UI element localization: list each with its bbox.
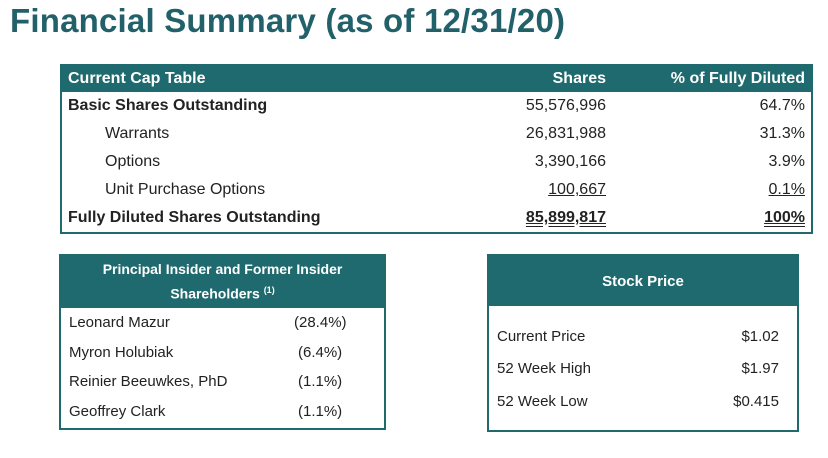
list-item: 52 Week High $1.97 xyxy=(489,353,797,386)
table-row-total: Fully Diluted Shares Outstanding 85,899,… xyxy=(62,204,811,232)
price-label: 52 Week Low xyxy=(497,392,588,410)
row-pct: 64.7% xyxy=(759,97,805,114)
insider-header-text: Principal Insider and Former Insider Sha… xyxy=(102,261,343,302)
insider-pct: (1.1%) xyxy=(298,373,343,391)
row-label: Warrants xyxy=(105,125,170,142)
table-row: Warrants 26,831,988 31.3% xyxy=(62,120,811,148)
row-label: Unit Purchase Options xyxy=(105,181,266,198)
insider-pct: (6.4%) xyxy=(298,343,343,361)
price-label: Current Price xyxy=(497,327,586,345)
insider-pct: (28.4%) xyxy=(294,314,347,332)
stock-price-panel: Stock Price Current Price $1.02 52 Week … xyxy=(487,254,799,432)
insider-name: Reinier Beeuwkes, PhD xyxy=(69,373,228,391)
insider-name: Leonard Mazur xyxy=(69,314,170,332)
list-item: Current Price $1.02 xyxy=(489,320,797,353)
table-row: Basic Shares Outstanding 55,576,996 64.7… xyxy=(62,92,811,120)
price-value: $0.415 xyxy=(733,392,779,410)
cap-table: Current Cap Table Shares % of Fully Dilu… xyxy=(62,66,811,232)
row-pct: 0.1% xyxy=(768,181,805,198)
insider-shareholders-panel: Principal Insider and Former Insider Sha… xyxy=(59,254,386,430)
insider-name: Myron Holubiak xyxy=(69,343,174,361)
list-item: 52 Week Low $0.415 xyxy=(489,385,797,418)
stock-price-header: Stock Price xyxy=(489,256,797,306)
header-pct-fully-diluted: % of Fully Diluted xyxy=(606,66,811,92)
header-current-cap-table: Current Cap Table xyxy=(62,66,462,92)
row-label: Fully Diluted Shares Outstanding xyxy=(68,209,321,226)
insider-name: Geoffrey Clark xyxy=(69,402,166,420)
row-pct: 3.9% xyxy=(768,153,805,170)
insider-pct: (1.1%) xyxy=(298,402,343,420)
row-label: Options xyxy=(105,153,161,170)
row-shares: 100,667 xyxy=(548,181,606,198)
header-shares: Shares xyxy=(462,66,606,92)
row-shares: 26,831,988 xyxy=(525,125,606,142)
row-pct: 31.3% xyxy=(759,125,805,142)
price-label: 52 Week High xyxy=(497,360,591,378)
row-shares: 3,390,166 xyxy=(534,153,606,170)
row-label: Basic Shares Outstanding xyxy=(68,97,268,114)
row-shares: 55,576,996 xyxy=(525,97,606,114)
row-pct: 100% xyxy=(764,209,805,226)
cap-table-header: Current Cap Table Shares % of Fully Dilu… xyxy=(62,66,811,92)
list-item: Myron Holubiak (6.4%) xyxy=(61,338,384,368)
page-title: Financial Summary (as of 12/31/20) xyxy=(10,2,566,39)
list-item: Reinier Beeuwkes, PhD (1.1%) xyxy=(61,367,384,397)
insider-header: Principal Insider and Former Insider Sha… xyxy=(61,256,384,308)
list-item: Leonard Mazur (28.4%) xyxy=(61,308,384,338)
list-item: Geoffrey Clark (1.1%) xyxy=(61,397,384,427)
cap-table-panel: Current Cap Table Shares % of Fully Dilu… xyxy=(60,64,813,234)
price-value: $1.02 xyxy=(741,327,779,345)
table-row: Options 3,390,166 3.9% xyxy=(62,148,811,176)
table-row: Unit Purchase Options 100,667 0.1% xyxy=(62,176,811,204)
footnote-marker: (1) xyxy=(263,285,275,296)
price-value: $1.97 xyxy=(741,360,779,378)
row-shares: 85,899,817 xyxy=(525,209,606,226)
